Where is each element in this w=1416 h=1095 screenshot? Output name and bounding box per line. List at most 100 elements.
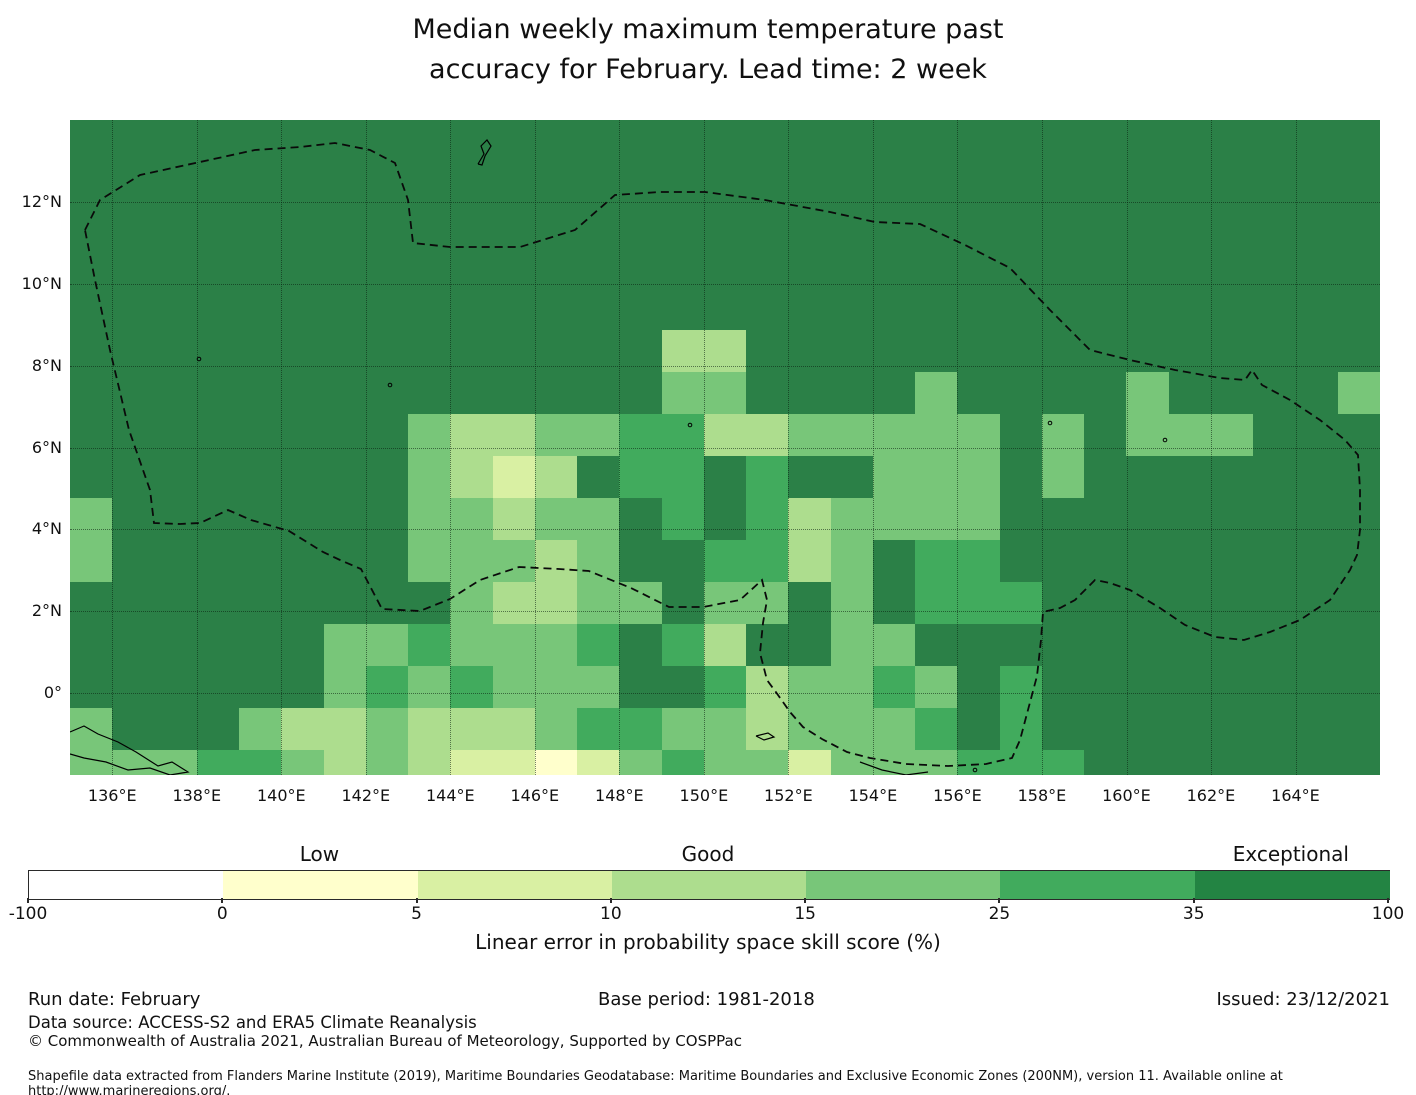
heatmap-cell — [915, 330, 958, 373]
heatmap-cell — [1126, 414, 1170, 457]
heatmap-cell — [239, 582, 282, 625]
heatmap-cell — [450, 708, 494, 751]
heatmap-cell — [281, 666, 325, 709]
heatmap-cell — [365, 330, 409, 373]
heatmap-cell — [154, 582, 198, 625]
heatmap-cell — [1168, 414, 1212, 457]
heatmap-cell — [196, 288, 240, 331]
heatmap-cell — [1084, 330, 1127, 373]
heatmap-cell — [323, 162, 367, 205]
heatmap-cell — [281, 582, 325, 625]
heatmap-cell — [112, 246, 155, 289]
heatmap-cell — [577, 498, 620, 541]
heatmap-cell — [872, 498, 916, 541]
heatmap-cell — [1210, 330, 1254, 373]
heatmap-cell — [999, 750, 1043, 775]
heatmap-cell — [1041, 624, 1085, 667]
heatmap-cell — [239, 288, 282, 331]
heatmap-cell — [281, 708, 325, 751]
heatmap-cell — [1168, 624, 1212, 667]
heatmap-cell — [872, 204, 916, 247]
heatmap-cell — [703, 750, 747, 775]
heatmap-cell — [661, 414, 705, 457]
heatmap-cell — [703, 162, 747, 205]
heatmap-cell — [830, 624, 874, 667]
heatmap-cell — [1337, 750, 1380, 775]
heatmap-cell — [196, 582, 240, 625]
heatmap-cell — [281, 750, 325, 775]
heatmap-cell — [492, 330, 536, 373]
heatmap-cell — [915, 456, 958, 499]
heatmap-cell — [1337, 162, 1380, 205]
heatmap-cell — [154, 498, 198, 541]
heatmap-cell — [788, 162, 832, 205]
colorbar-tick-label: 35 — [1182, 904, 1205, 924]
colorbar-category-label: Low — [299, 842, 340, 866]
heatmap-cell — [1337, 498, 1380, 541]
heatmap-cell — [1210, 162, 1254, 205]
heatmap-cell — [830, 582, 874, 625]
heatmap-cell — [154, 372, 198, 415]
heatmap-cell — [1253, 330, 1296, 373]
heatmap-cell — [196, 624, 240, 667]
heatmap-cell — [281, 246, 325, 289]
heatmap-cell — [830, 288, 874, 331]
heatmap-cell — [872, 414, 916, 457]
heatmap-cell — [534, 540, 578, 583]
heatmap-cell — [1337, 120, 1380, 163]
y-tick-label: 8°N — [31, 355, 62, 375]
heatmap-cell — [957, 414, 1001, 457]
heatmap-cell — [661, 162, 705, 205]
heatmap-cell — [281, 624, 325, 667]
heatmap-cell — [788, 414, 832, 457]
heatmap-cell — [872, 750, 916, 775]
heatmap-cell — [577, 372, 620, 415]
chart-title-line2: accuracy for February. Lead time: 2 week — [429, 54, 987, 85]
heatmap-cell — [112, 624, 155, 667]
heatmap-cell — [1210, 624, 1254, 667]
heatmap-cell — [70, 750, 113, 775]
heatmap-cell — [281, 288, 325, 331]
heatmap-cell — [534, 414, 578, 457]
heatmap-cell — [788, 750, 832, 775]
heatmap-cell — [492, 204, 536, 247]
heatmap-cell — [830, 246, 874, 289]
heatmap-cell — [577, 204, 620, 247]
heatmap-cell — [915, 372, 958, 415]
heatmap-cell — [154, 540, 198, 583]
heatmap-cell — [1295, 666, 1339, 709]
heatmap-cell — [450, 624, 494, 667]
heatmap-cell — [1084, 498, 1127, 541]
heatmap-cell — [408, 330, 451, 373]
heatmap-cell — [1168, 750, 1212, 775]
heatmap-cell — [957, 288, 1001, 331]
heatmap-cell — [1041, 666, 1085, 709]
heatmap-cell — [1168, 540, 1212, 583]
heatmap-cell — [830, 414, 874, 457]
heatmap-cell — [408, 372, 451, 415]
heatmap-cell — [999, 540, 1043, 583]
heatmap-cell — [1126, 540, 1170, 583]
colorbar-tick — [1192, 898, 1195, 903]
heatmap-cell — [534, 582, 578, 625]
issued-text: Issued: 23/12/2021 — [1216, 989, 1390, 1010]
heatmap-cell — [1041, 372, 1085, 415]
heatmap-cell — [365, 120, 409, 163]
colorbar-category-label: Good — [681, 842, 735, 866]
heatmap-cell — [1210, 708, 1254, 751]
heatmap-cell — [70, 288, 113, 331]
heatmap-cell — [70, 204, 113, 247]
heatmap-cell — [957, 666, 1001, 709]
heatmap-cell — [788, 624, 832, 667]
colorbar-segment — [1000, 871, 1196, 899]
heatmap-cell — [492, 414, 536, 457]
heatmap-cell — [1168, 120, 1212, 163]
heatmap-cell — [1126, 372, 1170, 415]
heatmap-cell — [957, 498, 1001, 541]
x-tick-label: 152°E — [764, 786, 813, 805]
heatmap-cell — [1126, 456, 1170, 499]
heatmap-cell — [365, 288, 409, 331]
heatmap-cell — [1295, 372, 1339, 415]
heatmap-cell — [577, 750, 620, 775]
